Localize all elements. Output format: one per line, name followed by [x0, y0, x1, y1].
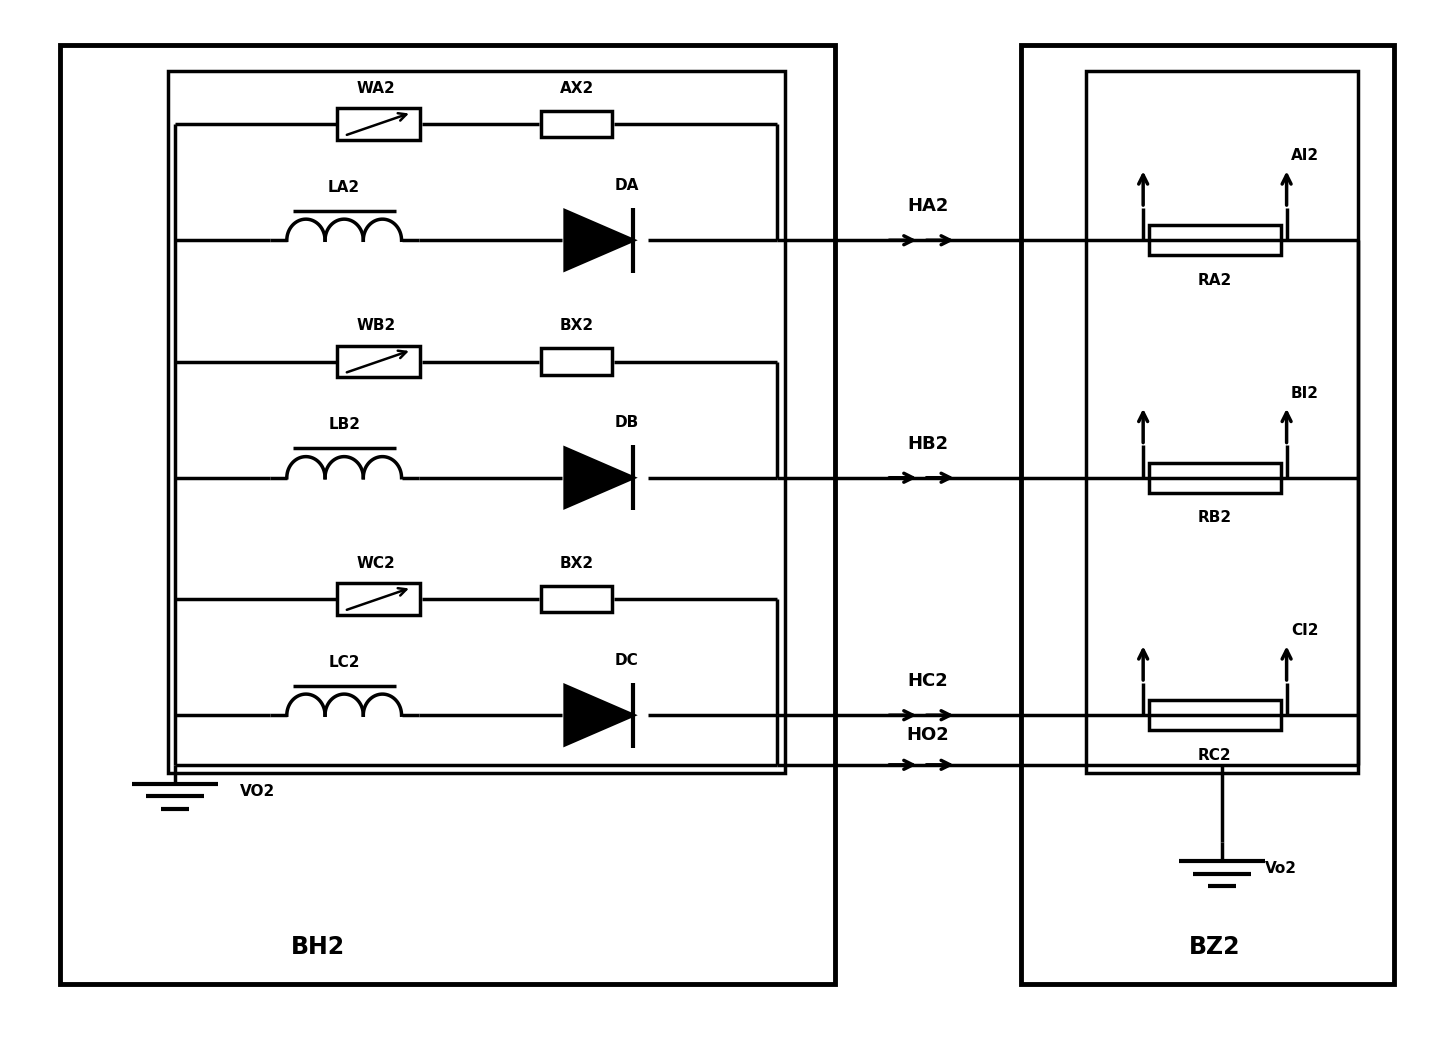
Text: WC2: WC2	[356, 556, 395, 571]
Polygon shape	[564, 448, 634, 507]
Text: BZ2: BZ2	[1189, 936, 1241, 959]
Bar	[337, 108, 420, 140]
Text: LB2: LB2	[328, 417, 360, 433]
Text: BX2: BX2	[560, 556, 593, 571]
Text: VO2: VO2	[239, 784, 275, 799]
Text: HO2: HO2	[907, 727, 949, 744]
Text: AX2: AX2	[559, 81, 593, 95]
Bar	[540, 111, 612, 137]
Bar	[1149, 463, 1280, 492]
Text: RA2: RA2	[1198, 273, 1233, 288]
Text: Vo2: Vo2	[1266, 860, 1297, 875]
Bar	[1086, 71, 1358, 773]
Text: CI2: CI2	[1290, 623, 1319, 639]
Text: HA2: HA2	[907, 197, 949, 215]
Bar	[60, 45, 835, 985]
Bar	[1021, 45, 1394, 985]
Text: BI2: BI2	[1290, 386, 1319, 401]
Text: WB2: WB2	[356, 318, 396, 333]
Bar	[167, 71, 785, 773]
Text: DC: DC	[615, 653, 638, 667]
Text: RC2: RC2	[1198, 748, 1231, 763]
Text: RB2: RB2	[1198, 510, 1233, 525]
Polygon shape	[564, 211, 634, 269]
Bar	[540, 586, 612, 612]
Text: DB: DB	[615, 415, 639, 431]
Bar	[1149, 700, 1280, 730]
Text: WA2: WA2	[356, 81, 395, 95]
Bar	[337, 584, 420, 615]
Text: HB2: HB2	[907, 435, 949, 453]
Text: HC2: HC2	[907, 673, 949, 691]
Bar	[337, 346, 420, 378]
Text: BH2: BH2	[291, 936, 346, 959]
Text: LC2: LC2	[328, 655, 360, 669]
Text: BX2: BX2	[560, 318, 593, 333]
Bar	[1149, 226, 1280, 255]
Bar	[540, 348, 612, 375]
Text: DA: DA	[615, 178, 639, 193]
Text: AI2: AI2	[1290, 149, 1319, 163]
Text: LA2: LA2	[328, 180, 360, 195]
Polygon shape	[564, 685, 634, 745]
